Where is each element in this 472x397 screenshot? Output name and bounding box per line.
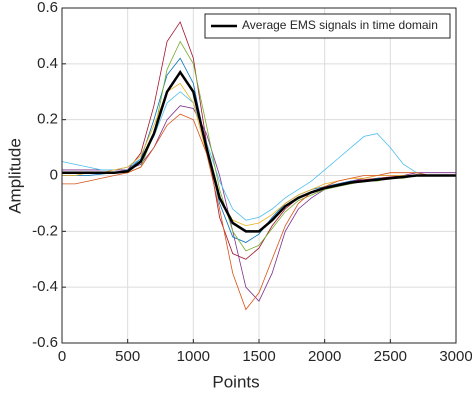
x-tick-label: 1000	[177, 348, 210, 365]
y-axis-label: Amplitude	[5, 138, 24, 214]
legend: Average EMS signals in time domain	[204, 13, 451, 39]
x-tick-label: 0	[58, 348, 66, 365]
signal-line	[62, 113, 456, 311]
y-tick-label: -0.4	[32, 278, 58, 295]
legend-label: Average EMS signals in time domain	[242, 18, 438, 32]
average-line	[62, 69, 456, 233]
y-tick-label: 0	[50, 166, 58, 183]
legend-box	[204, 13, 451, 39]
x-tick-label: 1500	[242, 348, 275, 365]
y-tick-label: 0.2	[37, 111, 58, 128]
y-tick-label: 0.6	[37, 0, 58, 16]
x-tick-label: 500	[115, 348, 140, 365]
y-tick-label: 0.4	[37, 55, 58, 72]
x-axis-label: Points	[212, 372, 259, 391]
signal-line	[62, 82, 456, 227]
x-tick-label: 3000	[439, 348, 472, 365]
axes-box	[61, 7, 457, 344]
y-tick-label: -0.6	[32, 334, 58, 351]
y-tick-label: -0.2	[32, 222, 58, 239]
x-tick-label: 2000	[308, 348, 341, 365]
x-tick-label: 2500	[374, 348, 407, 365]
